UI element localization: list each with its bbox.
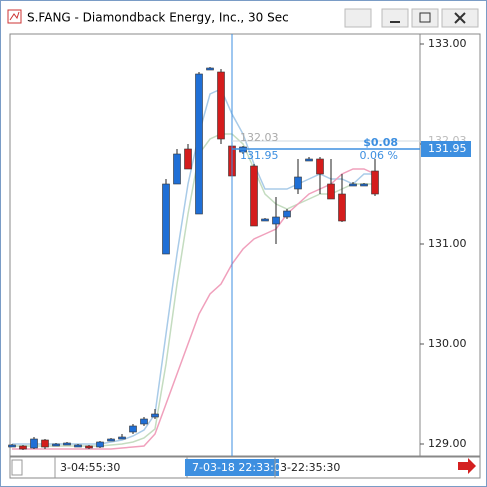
app-icon-glyph xyxy=(9,11,20,21)
maximize-button[interactable] xyxy=(411,8,439,28)
candle-body xyxy=(206,67,214,71)
y-axis-panel xyxy=(419,33,481,457)
price-change-pct: 0.06 % xyxy=(360,149,398,162)
candle-body xyxy=(360,183,368,187)
candle-body xyxy=(283,210,291,218)
scroll-right-arrow[interactable] xyxy=(458,458,476,474)
maximize-glyph xyxy=(419,12,431,23)
candle-body xyxy=(349,183,357,187)
candle-body xyxy=(195,73,203,215)
candle-body xyxy=(8,444,16,448)
candle-body xyxy=(30,438,38,449)
candle-body xyxy=(272,216,280,225)
candle-body xyxy=(316,158,324,175)
candle-body xyxy=(305,158,313,162)
candle-body xyxy=(217,71,225,140)
window-title: S.FANG - Diamondback Energy, Inc., 30 Se… xyxy=(27,11,289,25)
crosshair-time-box xyxy=(185,459,279,476)
candle-body xyxy=(294,176,302,190)
candle-body xyxy=(338,193,346,222)
candle-body xyxy=(74,444,82,448)
y-tick-label: 133.00 xyxy=(428,37,467,50)
moving-average xyxy=(12,88,375,445)
candle-body xyxy=(41,439,49,448)
candle-body xyxy=(261,218,269,222)
window-buttons[interactable] xyxy=(344,8,479,28)
candle-body xyxy=(250,165,258,227)
candle-body xyxy=(327,183,335,200)
axis-price-label: 131.95 xyxy=(428,142,467,155)
x-tick-label: 7-03-18 22:33:00 xyxy=(192,461,288,474)
crosshair-price: 131.95 xyxy=(240,149,279,162)
candle-body xyxy=(85,445,93,449)
y-tick-label: 130.00 xyxy=(428,337,467,350)
y-tick-label: 129.00 xyxy=(428,437,467,450)
candle-body xyxy=(173,153,181,185)
moving-average xyxy=(12,133,375,447)
y-tick-label: 131.00 xyxy=(428,237,467,250)
axis-price-box xyxy=(421,141,471,157)
minimize-button[interactable] xyxy=(381,8,409,28)
candle-body xyxy=(52,443,60,447)
candle-body xyxy=(140,418,148,425)
candle-body xyxy=(118,436,126,440)
reference-price: 132.03 xyxy=(240,131,279,144)
candle-body xyxy=(96,441,104,448)
price-change: $0.08 xyxy=(363,136,398,149)
plot-area xyxy=(9,33,421,457)
candle-body xyxy=(371,170,379,195)
candle-body xyxy=(151,413,159,418)
app-icon xyxy=(7,9,22,24)
x-tick-label: 3-22:35:30 xyxy=(280,461,340,474)
candle-body xyxy=(184,148,192,170)
candle-body xyxy=(63,442,71,446)
x-tick-label: 3-04:55:30 xyxy=(60,461,120,474)
candle-body xyxy=(107,438,115,442)
candle-body xyxy=(19,445,27,450)
moving-average xyxy=(12,168,376,450)
link-button[interactable] xyxy=(344,8,372,28)
close-glyph xyxy=(454,12,466,24)
candle-body xyxy=(162,183,170,255)
candle-body xyxy=(129,425,137,433)
scroll-handle[interactable] xyxy=(11,459,23,476)
